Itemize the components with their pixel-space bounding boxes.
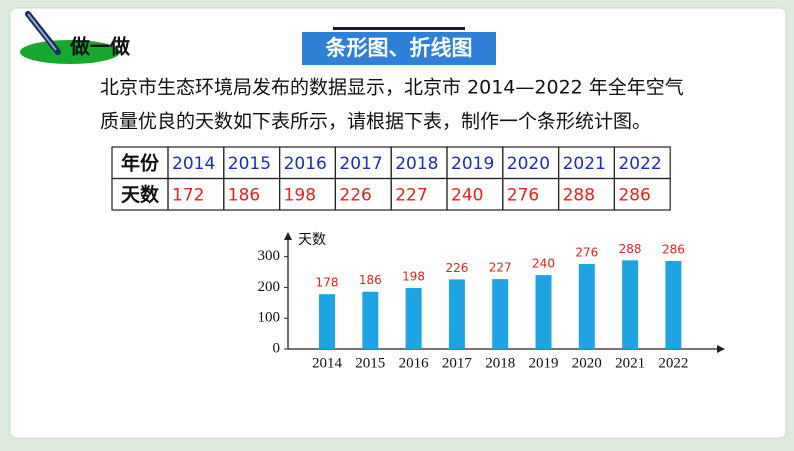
- bar: [319, 294, 335, 349]
- cell-text: 276: [507, 185, 539, 205]
- x-tick-label: 2014: [312, 355, 343, 371]
- bar-value-label: 178: [316, 276, 339, 290]
- badge: [300, 30, 498, 67]
- section-title: 做一做: [69, 35, 131, 59]
- x-axis-arrow: [717, 345, 725, 353]
- bar-chart: 天数 0 100 200 300 2014 178 2015 186 2016 198 2017 226…: [258, 232, 725, 371]
- x-tick-label: 2017: [442, 355, 473, 371]
- cell-text: 172: [172, 185, 204, 205]
- content-area: [9, 7, 787, 439]
- bar: [405, 288, 422, 349]
- bar: [665, 260, 682, 349]
- x-tick-label: 2022: [658, 355, 688, 371]
- row-header: 天数: [121, 183, 160, 206]
- y-axis-label: 天数: [298, 232, 326, 248]
- cell-text: 2022: [618, 154, 661, 174]
- x-tick-label: 2019: [529, 355, 559, 371]
- cell-text: 2015: [228, 154, 271, 174]
- bar: [362, 291, 379, 349]
- cell-text: 240: [451, 185, 483, 205]
- cell-text: 198: [284, 185, 316, 205]
- bar-value-label: 226: [445, 261, 468, 275]
- x-tick-label: 2021: [615, 355, 645, 371]
- bar-value-label: 240: [532, 257, 555, 271]
- row-header: 年份: [121, 151, 160, 174]
- bar-value-label: 276: [575, 246, 598, 260]
- cell-text: 2016: [284, 154, 327, 174]
- bar: [622, 260, 639, 349]
- bar: [492, 279, 509, 349]
- cell-text: 2014: [172, 154, 215, 174]
- x-tick-label: 2020: [572, 355, 602, 371]
- title-ellipse: [20, 40, 120, 64]
- cell-text: 2018: [395, 154, 438, 174]
- x-tick-label: 2016: [399, 355, 430, 371]
- pen-icon-highlight: [27, 13, 57, 51]
- table-cell: [613, 177, 671, 211]
- cell-text: 2019: [451, 154, 494, 174]
- bar-value-label: 288: [619, 242, 642, 256]
- bar-value-label: 227: [489, 261, 512, 275]
- y-tick-label: 300: [258, 248, 281, 264]
- problem-line: 质量优良的天数如下表所示，请根据下表，制作一个条形统计图。: [100, 111, 651, 133]
- y-tick-label: 100: [258, 310, 281, 326]
- bar: [448, 279, 465, 349]
- cell-text: 2017: [339, 154, 382, 174]
- y-tick-label: 0: [273, 340, 281, 356]
- problem-line: 北京市生态环境局发布的数据显示，北京市 2014—2022 年全年空气: [100, 77, 684, 99]
- bar: [578, 264, 595, 349]
- cell-text: 286: [618, 185, 650, 205]
- bar-value-label: 198: [402, 270, 425, 284]
- bar: [535, 275, 552, 349]
- cell-text: 288: [563, 185, 595, 205]
- badge-text: 条形图、折线图: [326, 36, 473, 60]
- cell-text: 2021: [563, 154, 606, 174]
- cell-text: 226: [339, 185, 371, 205]
- x-tick-label: 2015: [355, 355, 385, 371]
- bar-value-label: 286: [662, 242, 685, 256]
- cell-text: 186: [228, 185, 260, 205]
- cell-text: 2020: [507, 154, 550, 174]
- x-tick-label: 2018: [485, 355, 515, 371]
- cell-text: 227: [395, 185, 427, 205]
- data-table: 年份 2014 2015 2016 2017 2018 2019 2020 2021 2022 天数…: [111, 146, 671, 211]
- y-tick-label: 200: [258, 279, 281, 295]
- bar-value-label: 186: [359, 273, 382, 287]
- y-axis-arrow: [284, 232, 292, 240]
